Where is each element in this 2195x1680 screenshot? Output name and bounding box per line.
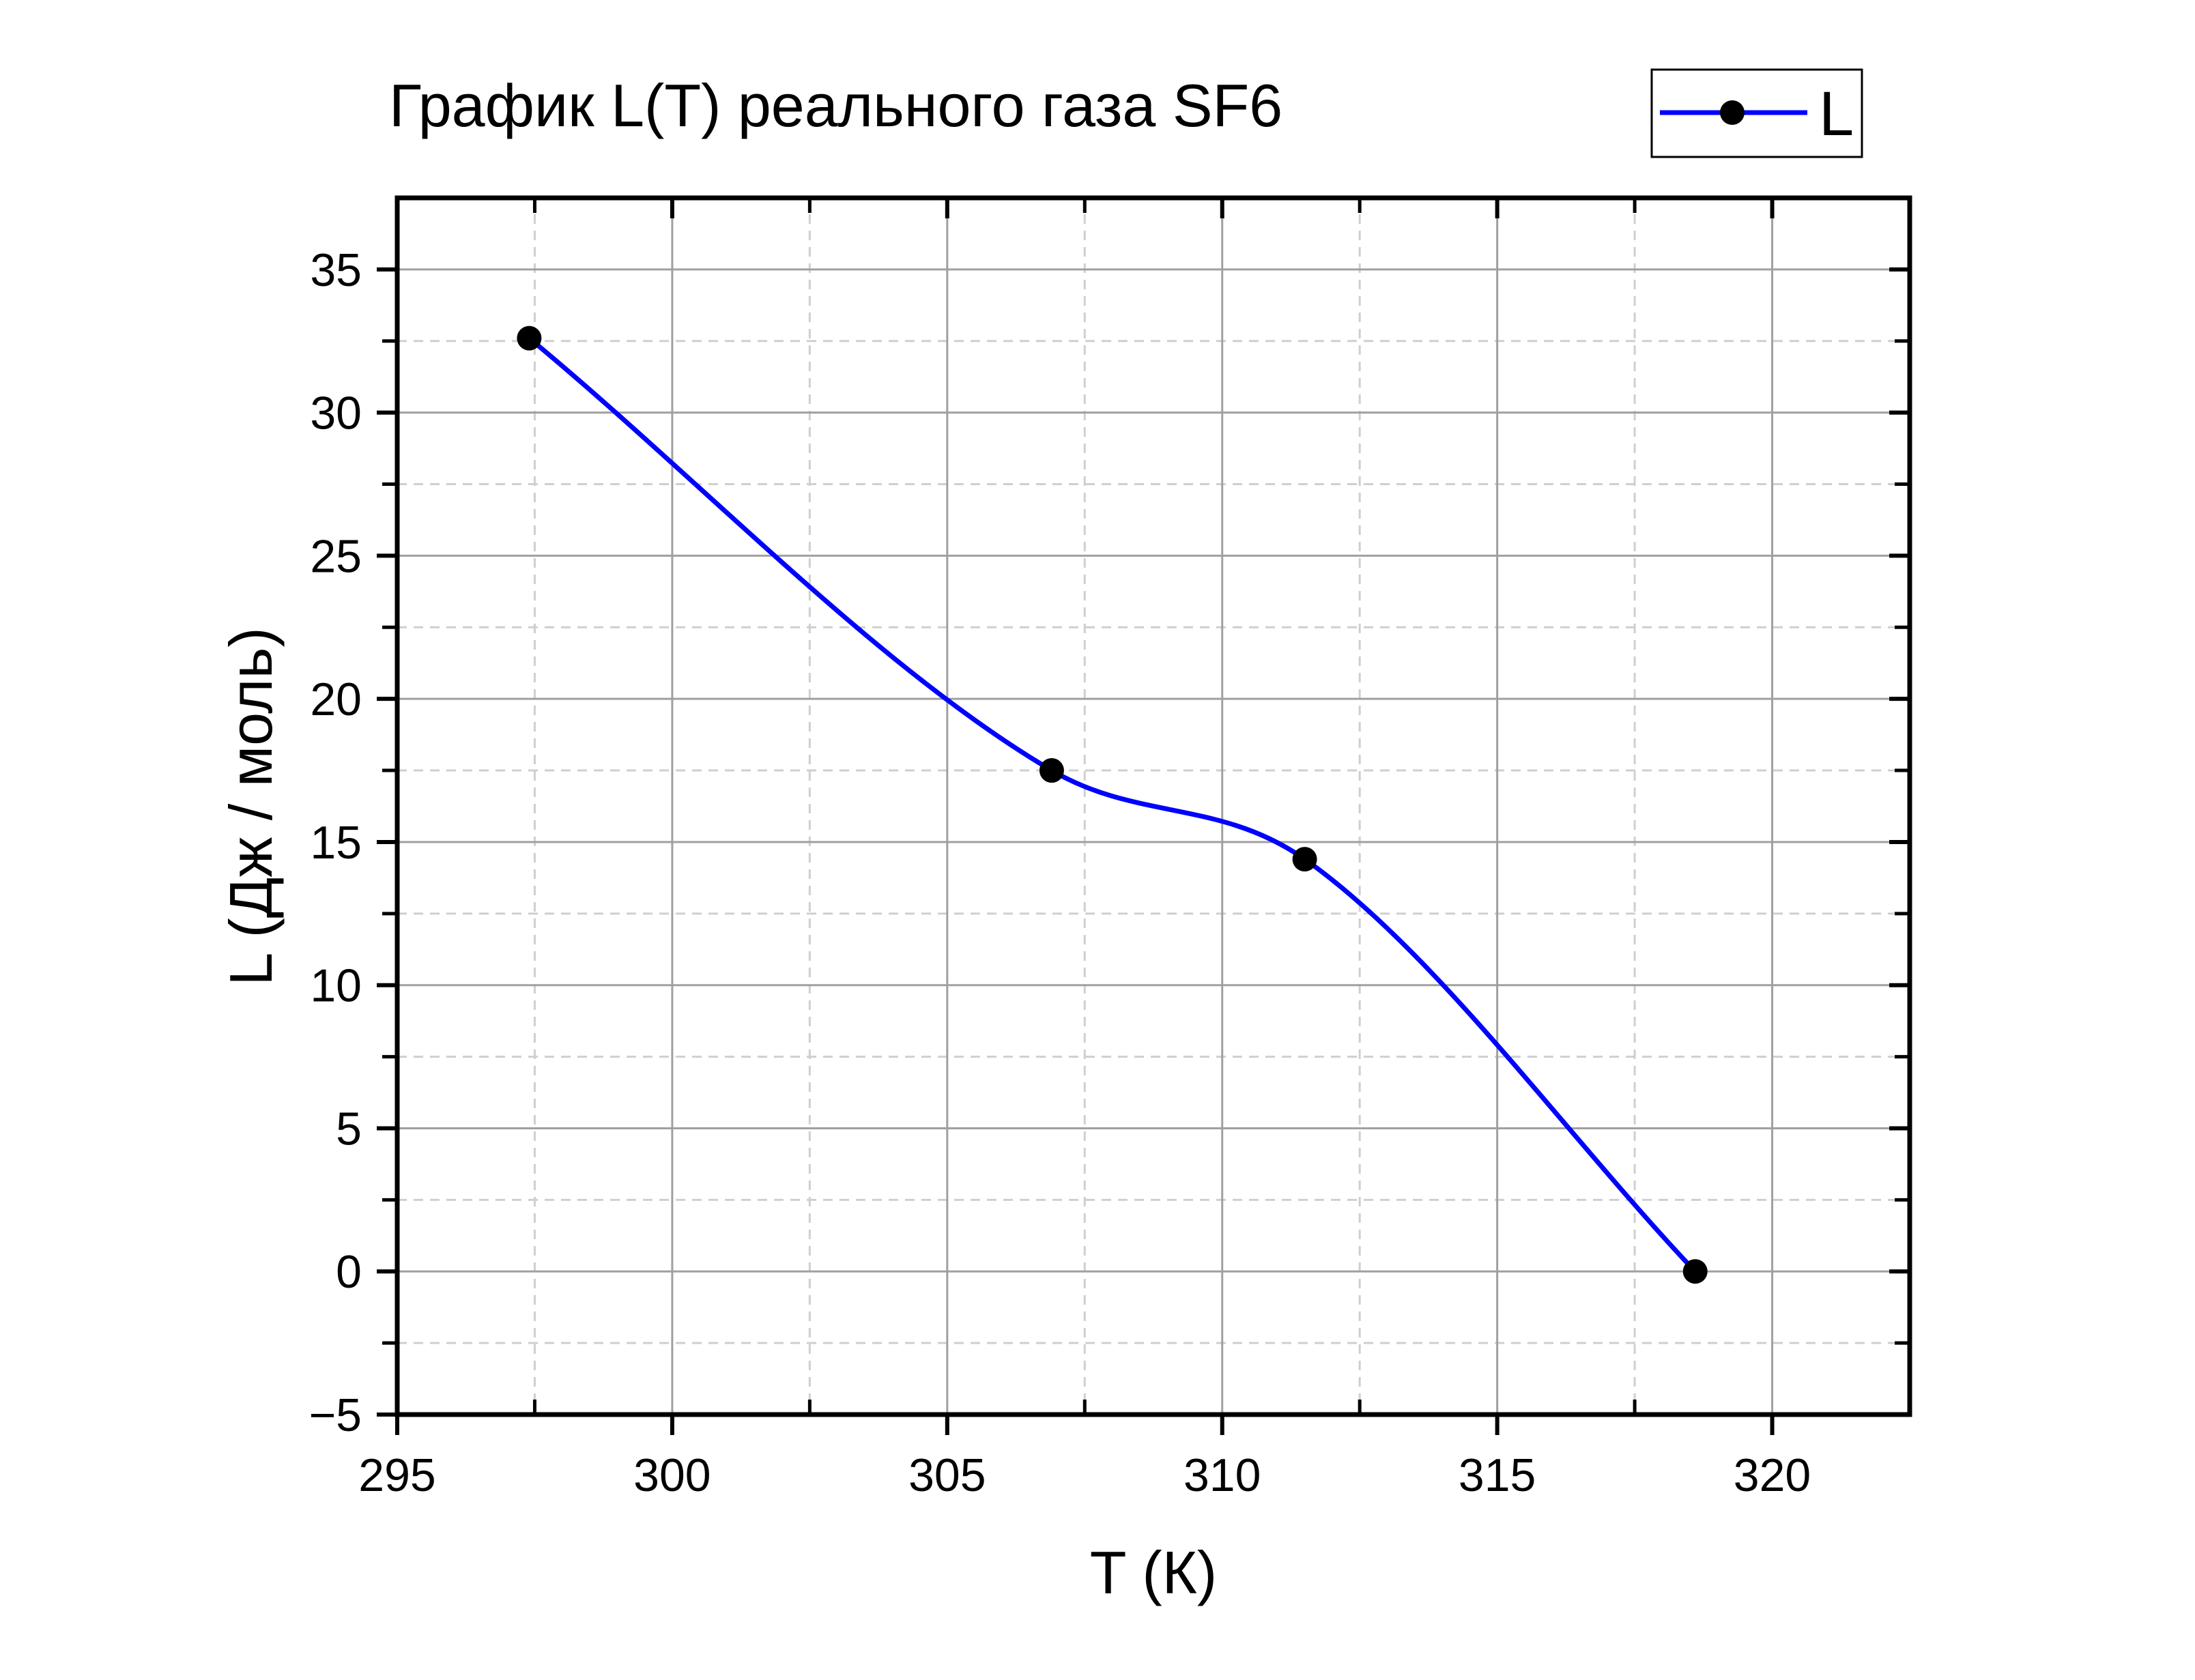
legend-label: L bbox=[1819, 79, 1854, 149]
x-axis-label: T (К) bbox=[1090, 1539, 1217, 1606]
x-tick-label: 305 bbox=[908, 1449, 986, 1501]
data-point bbox=[1039, 758, 1064, 783]
axis-ticks bbox=[377, 198, 1910, 1435]
y-tick-label: 20 bbox=[310, 674, 362, 725]
legend: L bbox=[1650, 68, 1863, 158]
chart-title: График L(T) реального газа SF6 bbox=[389, 72, 1282, 139]
y-tick-label: 10 bbox=[310, 960, 362, 1012]
grid bbox=[396, 198, 1910, 1416]
x-tick-labels: 295 300 305 310 315 320 bbox=[358, 1449, 1811, 1501]
y-tick-label: 5 bbox=[336, 1103, 362, 1155]
y-axis-label: L (Дж / моль) bbox=[217, 627, 285, 985]
data-point bbox=[1682, 1259, 1708, 1284]
y-tick-label: 0 bbox=[336, 1246, 362, 1298]
y-tick-labels: −5 0 5 10 15 20 25 30 35 bbox=[309, 244, 362, 1441]
x-tick-label: 310 bbox=[1183, 1449, 1261, 1501]
y-tick-label: 35 bbox=[310, 244, 362, 296]
x-tick-label: 300 bbox=[633, 1449, 711, 1501]
y-tick-label: 30 bbox=[310, 388, 362, 439]
y-tick-label: 25 bbox=[310, 530, 362, 582]
y-tick-label: −5 bbox=[309, 1389, 362, 1441]
series-layer bbox=[517, 325, 1708, 1284]
y-tick-label: 15 bbox=[310, 817, 362, 869]
data-point bbox=[1292, 847, 1317, 872]
x-tick-label: 315 bbox=[1459, 1449, 1536, 1501]
series-line-L bbox=[528, 336, 1697, 1273]
plot-frame bbox=[394, 195, 1912, 1417]
legend-marker bbox=[1720, 100, 1745, 125]
x-tick-label: 295 bbox=[358, 1449, 435, 1501]
data-point bbox=[517, 325, 542, 351]
x-tick-label: 320 bbox=[1734, 1449, 1811, 1501]
